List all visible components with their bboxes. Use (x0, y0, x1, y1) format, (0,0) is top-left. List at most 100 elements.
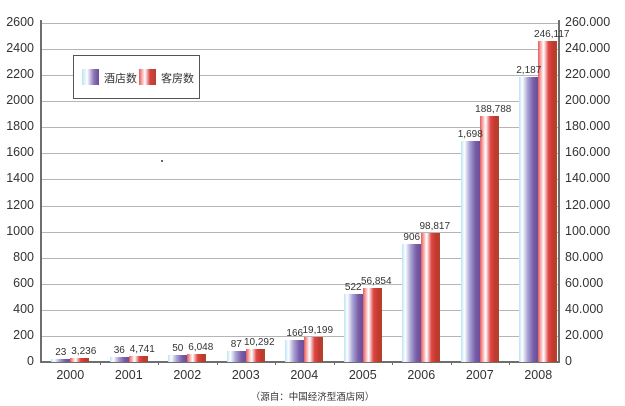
x-tick (392, 361, 393, 365)
bar-hotels (109, 357, 129, 362)
bar-hotels (402, 243, 422, 362)
left-tick-label: 2400 (6, 41, 34, 56)
right-axis (558, 20, 560, 363)
gridline (41, 283, 559, 285)
legend-label-rooms: 客房数 (161, 73, 194, 85)
left-tick-label: 1400 (6, 171, 34, 186)
left-tick-label: 200 (13, 327, 34, 342)
value-label-rooms: 4,741 (129, 343, 155, 355)
left-axis (40, 20, 42, 363)
right-tick-label: 40.000 (565, 301, 604, 316)
x-tick (333, 361, 335, 365)
gridline (41, 153, 559, 155)
value-label-rooms: 56,854 (360, 275, 392, 287)
value-label-hotels: 87 (230, 338, 242, 350)
gridline (41, 75, 559, 77)
gridline (41, 257, 559, 259)
value-label-rooms: 98,817 (419, 221, 451, 233)
bar-rooms (245, 348, 265, 362)
right-tick-label: 60.000 (565, 275, 604, 290)
value-label-rooms: 188,788 (475, 103, 512, 115)
right-tick-label: 220.000 (565, 67, 611, 82)
value-label-hotels: 50 (172, 343, 184, 355)
left-tick-label: 2200 (6, 67, 34, 82)
bar-rooms (304, 336, 324, 362)
x-tick-label: 2004 (290, 368, 319, 382)
x-tick-label: 2000 (56, 368, 85, 382)
gridline (41, 127, 559, 129)
value-label-rooms: 6,048 (188, 342, 214, 354)
value-label-rooms: 3,236 (71, 345, 97, 357)
gridline (41, 179, 559, 181)
x-tick-label: 2001 (114, 368, 143, 382)
bar-rooms (479, 115, 499, 362)
left-tick-label: 2600 (6, 15, 34, 29)
left-tick-label: 600 (13, 275, 34, 290)
right-tick-label: 260.000 (565, 15, 611, 29)
right-tick-label: 0 (565, 354, 572, 368)
right-tick-label: 180.000 (565, 119, 611, 134)
gridline (41, 335, 559, 337)
value-label-rooms: 19,199 (302, 324, 334, 336)
right-tick-label: 20.000 (565, 327, 604, 342)
bar-hotels (226, 350, 246, 362)
x-tick (275, 361, 276, 365)
bar-hotels (285, 340, 305, 362)
x-tick-label: 2008 (524, 368, 553, 382)
legend-swatch-rooms (139, 69, 156, 85)
x-tick (158, 361, 159, 365)
stray-mark (161, 160, 163, 162)
value-label-hotels: 36 (113, 345, 125, 357)
x-tick (509, 361, 510, 365)
left-tick-label: 1600 (6, 145, 34, 160)
left-tick-label: 1000 (6, 223, 34, 238)
legend: 酒店数 客房数 (73, 55, 200, 99)
bar-rooms (187, 354, 207, 362)
right-tick-label: 80.000 (565, 249, 604, 264)
x-tick-label: 2006 (407, 368, 436, 382)
left-tick-label: 0 (27, 354, 34, 368)
bar-rooms (538, 41, 558, 362)
legend-label-hotels: 酒店数 (104, 73, 137, 85)
x-tick-label: 2005 (348, 368, 377, 382)
left-tick-label: 1200 (6, 197, 34, 212)
left-tick-label: 2000 (6, 93, 34, 108)
bar-rooms (128, 355, 148, 362)
bar-rooms (362, 287, 382, 362)
source-note: （源自：中国经济型酒店网） (250, 392, 375, 403)
x-tick (450, 361, 452, 365)
value-label-hotels: 1,698 (457, 128, 483, 140)
left-tick-label: 400 (13, 301, 34, 316)
right-tick-label: 240.000 (565, 41, 611, 56)
gridline (41, 101, 559, 103)
x-tick-label: 2002 (173, 368, 202, 382)
value-label-hotels: 23 (55, 347, 67, 358)
value-label-hotels: 906 (403, 231, 421, 243)
bar-hotels (168, 355, 188, 362)
gridline (41, 23, 559, 24)
gridline (41, 231, 559, 233)
bar-hotels (460, 140, 480, 362)
value-label-rooms: 10,292 (243, 336, 275, 348)
right-tick-label: 120.000 (565, 197, 611, 212)
right-tick-label: 200.000 (565, 93, 611, 108)
x-tick (216, 361, 218, 365)
bar-hotels (343, 293, 363, 362)
gridline (41, 309, 559, 311)
left-tick-label: 800 (13, 249, 34, 264)
bar-rooms (70, 357, 90, 362)
x-tick-label: 2007 (465, 368, 494, 382)
value-label-hotels: 166 (286, 328, 304, 340)
value-label-rooms: 246,117 (534, 29, 570, 41)
left-tick-label: 1800 (6, 119, 34, 134)
bar-rooms (421, 233, 441, 362)
right-tick-label: 140.000 (565, 171, 611, 186)
gridline (41, 205, 559, 207)
right-tick-label: 100.000 (565, 223, 611, 238)
bar-hotels (519, 76, 539, 362)
bar-hotels (51, 359, 71, 362)
value-label-hotels: 2,187 (516, 64, 542, 76)
gridline (41, 49, 559, 51)
legend-swatch-hotels (82, 69, 99, 85)
